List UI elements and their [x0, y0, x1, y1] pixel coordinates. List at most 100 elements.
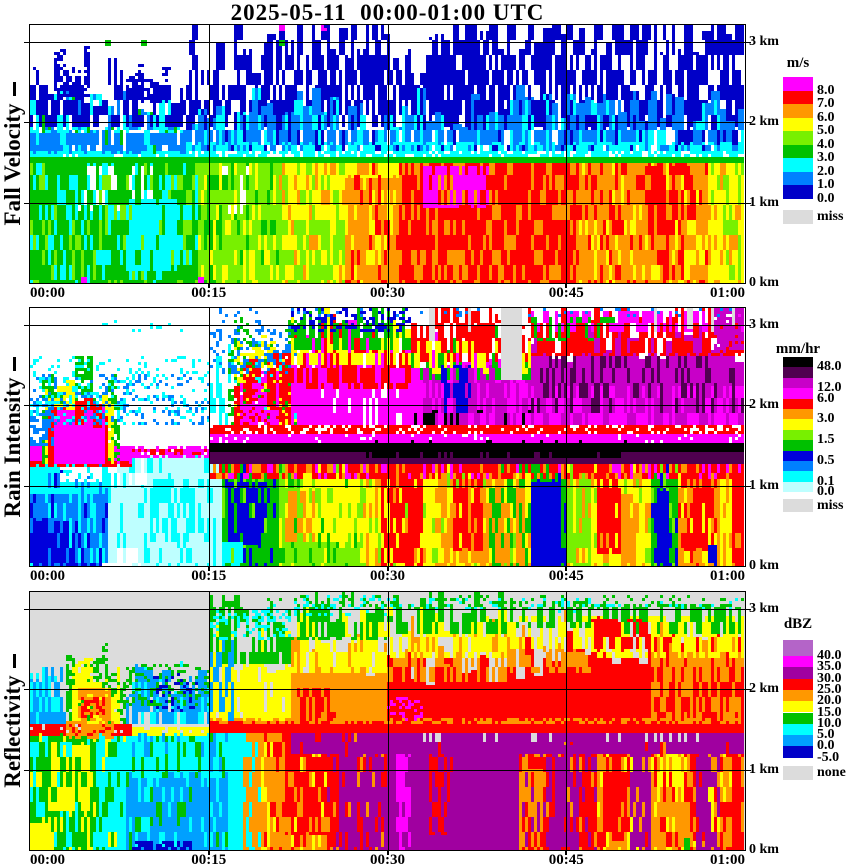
legend-value-label: 2.0	[817, 163, 835, 179]
legend-color-swatch	[783, 689, 813, 702]
height-gridline	[30, 770, 745, 771]
y-tick-mark	[24, 609, 29, 610]
legend-missing-swatch	[783, 210, 813, 224]
legend-value-label: 35.0	[817, 659, 842, 675]
figure-title: 2025-05-11 00:00-01:00 UTC	[230, 0, 545, 25]
legend-value-label: 5.0	[817, 727, 835, 743]
legend-color-swatch	[783, 429, 813, 441]
x-tick-mark	[565, 284, 568, 288]
y-tick-label: 0 km	[749, 275, 779, 290]
legend-color-swatch	[783, 735, 813, 747]
y-tick-label: 1 km	[749, 478, 779, 493]
x-tick-label: 01:00	[710, 568, 745, 584]
legend-color-swatch	[783, 701, 813, 713]
y-tick-mark	[24, 486, 29, 487]
y-tick-mark	[24, 203, 29, 204]
y-tick-label: 2 km	[749, 397, 779, 412]
legend-value-label: 0.1	[817, 473, 835, 489]
axis-title-dash	[13, 82, 17, 97]
x-tick-mark	[565, 851, 568, 855]
legend-color-swatch	[783, 450, 813, 461]
panel-rain-intensity	[29, 307, 746, 567]
legend-color-swatch	[783, 678, 813, 690]
legend-color-swatch	[783, 185, 813, 199]
y-tick-label: 3 km	[749, 601, 779, 616]
heatmap-reflectivity	[30, 592, 745, 850]
x-tick-label: 00:15	[191, 852, 227, 868]
legend-color-swatch	[783, 357, 813, 368]
x-tick-label: 00:30	[370, 568, 405, 584]
legend-color-swatch	[783, 461, 813, 472]
y-tick-label: 2 km	[749, 681, 779, 696]
x-tick-label: 00:45	[548, 285, 584, 301]
legend-value-label: 12.0	[817, 380, 842, 396]
legend-value-label: 48.0	[817, 359, 842, 375]
legend-color-swatch	[783, 746, 813, 758]
legend-color-swatch	[783, 367, 813, 378]
legend-color-swatch	[783, 656, 813, 668]
y-tick-label: 1 km	[749, 762, 779, 777]
y-tick-mark	[746, 122, 751, 123]
legend-value-label: 20.0	[817, 693, 842, 709]
legend-color-swatch	[783, 712, 813, 724]
heatmap-rain-intensity	[30, 308, 745, 566]
height-gridline	[30, 42, 745, 43]
legend-value-label: 7.0	[817, 96, 835, 111]
legend-value-label: 0.5	[817, 453, 835, 468]
time-gridline	[388, 592, 389, 850]
legend-value-label: 1.0	[817, 177, 835, 192]
time-gridline	[566, 592, 567, 850]
legend-value-label: 15.0	[817, 704, 842, 720]
legend-value-label: 4.0	[817, 136, 835, 152]
y-tick-mark	[746, 486, 751, 487]
y-tick-label: 1 km	[749, 195, 779, 210]
y-tick-label: 3 km	[749, 34, 779, 49]
legend-value-label: 10.0	[817, 715, 842, 731]
legend-color-swatch	[783, 419, 813, 430]
legend-color-swatch	[783, 131, 813, 145]
height-gridline	[30, 609, 745, 610]
x-tick-label: 00:15	[191, 285, 227, 301]
legend-color-swatch	[783, 377, 813, 389]
x-tick-label: 01:00	[710, 285, 745, 301]
height-gridline	[30, 122, 745, 123]
y-axis-title-rain-intensity: Rain Intensity	[0, 308, 26, 566]
y-tick-label: 3 km	[749, 317, 779, 332]
axis-title-dash	[13, 356, 17, 371]
time-gridline	[566, 25, 567, 283]
y-tick-mark	[746, 689, 751, 690]
legend-value-label: 30.0	[817, 670, 842, 686]
x-tick-mark	[207, 567, 210, 571]
y-tick-mark	[24, 770, 29, 771]
y-tick-label: 2 km	[749, 114, 779, 129]
legend-value-label: 3.0	[817, 411, 835, 427]
x-tick-label: 01:00	[710, 852, 745, 868]
legend-color-swatch	[783, 77, 813, 91]
height-gridline	[30, 689, 745, 690]
height-gridline	[30, 405, 745, 406]
time-gridline	[209, 308, 210, 566]
legend-value-label: 0.0	[817, 190, 835, 206]
heatmap-fall-velocity	[30, 25, 745, 283]
legend-value-label: 25.0	[817, 681, 842, 697]
legend-color-swatch	[783, 90, 813, 104]
x-tick-label: 00:30	[370, 285, 405, 301]
legend-color-swatch	[783, 440, 813, 451]
y-tick-label: 0 km	[749, 558, 779, 573]
time-gridline	[566, 308, 567, 566]
y-tick-mark	[24, 689, 29, 690]
legend-value-label: 6.0	[817, 390, 835, 406]
legend-color-swatch	[783, 481, 813, 493]
panel-fall-velocity	[29, 24, 746, 284]
y-tick-mark	[24, 405, 29, 406]
x-tick-mark	[565, 567, 568, 571]
legend-color-swatch	[783, 409, 813, 420]
x-tick-label: 00:45	[548, 852, 584, 868]
x-tick-label: 00:00	[30, 568, 65, 584]
legend-value-label: -5.0	[817, 749, 840, 765]
legend-color-swatch	[783, 117, 813, 131]
legend-value-label: 1.5	[817, 432, 835, 448]
y-tick-label: 0 km	[749, 842, 779, 857]
x-tick-label: 00:00	[30, 285, 65, 301]
legend-units-velocity: m/s	[786, 55, 810, 71]
